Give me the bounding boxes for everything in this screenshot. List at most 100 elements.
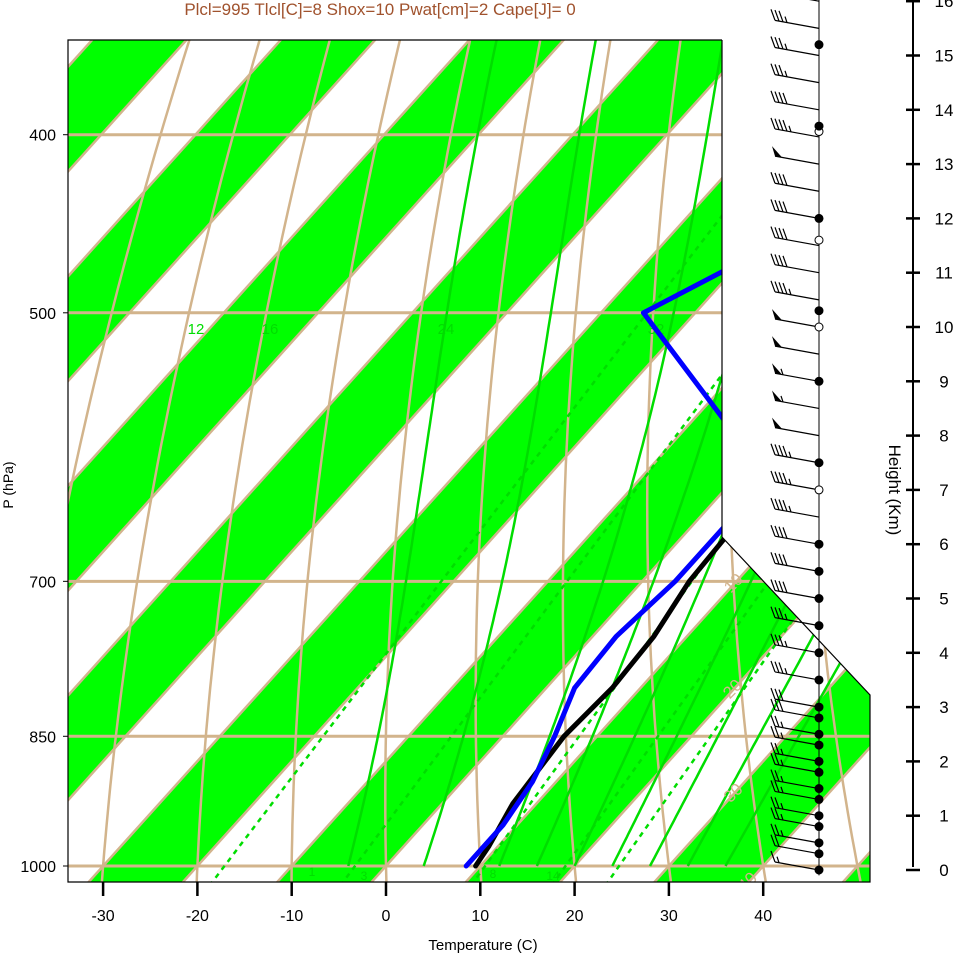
isotherm-band <box>85 40 870 882</box>
grid-label: 8 <box>490 867 497 881</box>
wind-barb <box>770 36 820 57</box>
height-marker <box>814 713 824 723</box>
wind-barb <box>770 606 820 627</box>
height-tick-label: 0 <box>939 861 948 880</box>
height-marker <box>814 485 824 495</box>
height-marker <box>814 539 824 549</box>
grid-label: 0 <box>723 469 743 489</box>
wind-barb <box>770 807 820 828</box>
y-axis-label: P (hPa) <box>0 461 16 508</box>
temperature-line <box>473 40 870 869</box>
wind-barb <box>770 823 820 844</box>
dry-adiabat-line <box>384 40 768 882</box>
height-marker <box>814 838 824 848</box>
isotherm-band <box>273 40 870 882</box>
wind-barb <box>770 9 820 29</box>
x-tick-label: 0 <box>382 908 391 925</box>
isotherm-line <box>461 40 870 882</box>
wind-barb <box>770 579 820 600</box>
height-marker <box>814 566 824 576</box>
wind-barb <box>770 172 820 192</box>
grid-label: -30 <box>718 149 749 180</box>
height-tick-label: 6 <box>939 535 948 554</box>
pressure-axis: 1001502002503004005007008501000 <box>20 128 68 876</box>
mixing-ratio-line <box>604 133 870 882</box>
mixing-ratio-line <box>208 133 786 882</box>
height-marker <box>814 784 824 794</box>
grid-label: 14 <box>546 869 560 883</box>
height-marker <box>814 306 824 316</box>
wind-barb <box>770 280 820 301</box>
temperature-axis: -30 -20 -10 0 10 20 30 40 <box>92 882 772 925</box>
dry-adiabat-line <box>195 40 668 882</box>
wind-barb <box>772 146 820 165</box>
height-tick-label: 4 <box>939 644 948 663</box>
height-marker <box>814 811 824 821</box>
height-tick-label: 11 <box>935 264 953 283</box>
wind-barb <box>770 253 820 274</box>
isotherm-band <box>68 40 870 882</box>
height-tick-label: 5 <box>939 590 948 609</box>
height-marker <box>814 458 824 468</box>
moist-adiabat-line <box>535 40 870 867</box>
y-tick-label: 700 <box>29 574 56 591</box>
y-tick-label: 1000 <box>20 859 56 876</box>
dry-adiabat-line <box>68 40 568 882</box>
wind-barb <box>809 0 820 2</box>
wind-barb <box>770 698 820 719</box>
height-marker <box>814 702 824 712</box>
dry-adiabat-line <box>290 40 718 882</box>
moist-adiabat-line <box>347 40 619 867</box>
y-tick-label: 850 <box>29 729 56 746</box>
height-marker <box>814 865 824 875</box>
x-tick-label: 30 <box>660 908 678 925</box>
height-marker <box>814 822 824 832</box>
wind-barb <box>770 63 820 84</box>
dry-adiabat-line <box>885 0 961 886</box>
wind-barb <box>770 715 820 735</box>
height-marker <box>814 849 824 859</box>
isotherm-line <box>178 40 870 882</box>
height-tick-label: 16 <box>935 0 954 11</box>
wind-barb <box>770 742 820 762</box>
wind-barb <box>770 687 820 708</box>
dewpoint-line <box>463 40 870 869</box>
moist-adiabat-line <box>724 40 870 867</box>
wind-barb <box>772 336 820 355</box>
moist-adiabat-line <box>686 40 870 867</box>
height-marker <box>814 740 824 750</box>
height-tick-label: 1 <box>939 807 948 826</box>
y-tick-label: 400 <box>29 128 56 145</box>
wind-barb <box>770 90 820 111</box>
wind-barb <box>770 226 820 247</box>
height-marker <box>814 213 824 223</box>
grid-label: -20 <box>719 253 750 284</box>
height-marker <box>814 648 824 658</box>
isotherm-line <box>68 40 870 882</box>
wind-barb <box>770 850 820 871</box>
wind-barb <box>772 363 820 382</box>
height-marker <box>814 756 824 766</box>
wind-barb <box>770 443 820 464</box>
wind-barb <box>770 552 820 572</box>
grid-label: 1 <box>309 865 316 879</box>
height-marker <box>814 621 824 631</box>
x-tick-label: 40 <box>754 908 772 925</box>
isotherm-line <box>84 40 870 882</box>
sounding-series <box>463 40 870 869</box>
x-tick-label: -10 <box>280 908 303 925</box>
height-tick-label: 12 <box>935 209 954 228</box>
height-tick-label: 7 <box>939 481 948 500</box>
mixing-ratio-lines <box>208 133 870 882</box>
wind-barb <box>770 780 820 801</box>
isotherm-line <box>68 40 870 882</box>
height-marker <box>814 40 824 50</box>
height-axis-label: Height (Km) <box>885 445 904 536</box>
isotherm-band <box>68 40 870 882</box>
height-marker <box>814 594 824 603</box>
height-marker <box>814 794 824 804</box>
moist-adiabat-line <box>422 40 704 867</box>
